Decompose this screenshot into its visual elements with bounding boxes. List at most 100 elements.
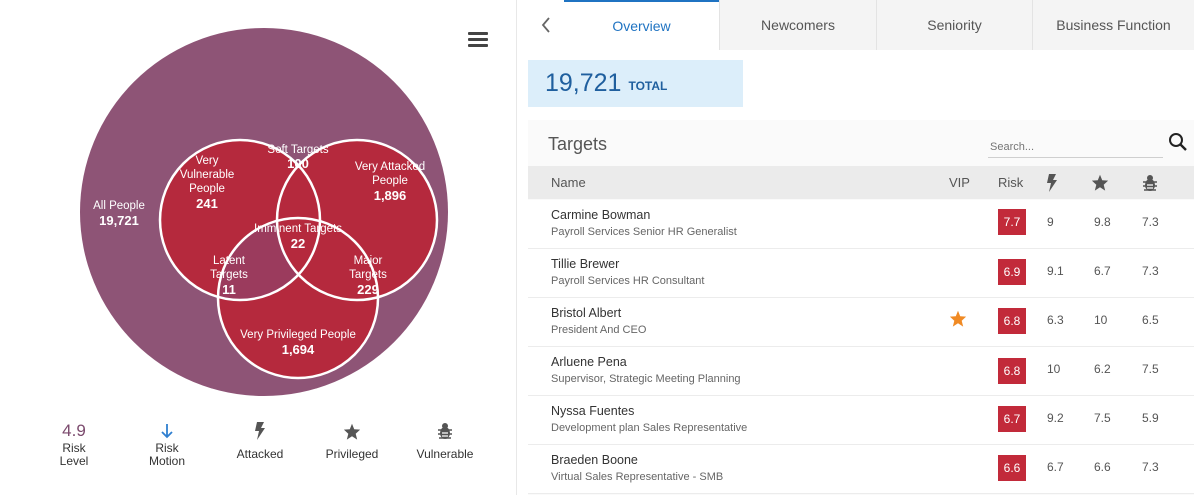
attacked-score: 9.1 [1047, 264, 1064, 278]
bug-icon [412, 420, 478, 442]
col-name[interactable]: Name [551, 175, 586, 190]
tab-business-function[interactable]: Business Function [1032, 0, 1194, 50]
venn-vp-value: 1,694 [282, 342, 315, 357]
venn-vp-label: Very Privileged People [240, 329, 356, 341]
venn-imminent-label: Imminent Targets [254, 223, 342, 235]
venn-vv-label-1: Very [195, 155, 218, 167]
attacked-score: 10 [1047, 362, 1061, 376]
legend-vulnerable[interactable]: Vulnerable [412, 420, 478, 461]
star-icon [321, 420, 383, 442]
privileged-score: 9.8 [1094, 215, 1111, 229]
risk-badge: 6.7 [998, 406, 1026, 432]
risk-badge: 6.9 [998, 259, 1026, 285]
vip-star-icon [949, 310, 967, 328]
privileged-label: Privileged [325, 447, 379, 461]
lightning-icon[interactable] [1046, 166, 1058, 199]
venn-soft-label: Soft Targets [267, 144, 328, 156]
arrow-down-icon [140, 420, 194, 442]
venn-soft-value: 100 [287, 156, 309, 171]
venn-diagram: All People 19,721 Very Vulnerable People… [80, 28, 448, 396]
star-icon[interactable] [1091, 166, 1109, 199]
venn-latent-value: 11 [222, 282, 236, 297]
person-name: Arluene Pena [551, 355, 627, 369]
targets-panel: Overview Newcomers Seniority Business Fu… [518, 0, 1194, 495]
person-title: Supervisor, Strategic Meeting Planning [551, 373, 741, 385]
person-name: Nyssa Fuentes [551, 404, 635, 418]
vulnerable-score: 6.5 [1142, 313, 1159, 327]
table-header: Name VIP Risk [528, 166, 1194, 199]
venn-major-label-1: Major [354, 255, 383, 267]
venn-latent-label-1: Latent [213, 255, 246, 267]
table-row[interactable]: Tillie Brewer Payroll Services HR Consul… [528, 249, 1194, 298]
risk-badge: 7.7 [998, 209, 1026, 235]
targets-table: Targets Name VIP Risk [528, 120, 1194, 495]
venn-vv-value: 241 [196, 196, 218, 211]
legend-attacked[interactable]: Attacked [230, 420, 290, 461]
person-name: Braeden Boone [551, 453, 638, 467]
tab-newcomers[interactable]: Newcomers [719, 0, 876, 50]
person-title: Virtual Sales Representative - SMB [551, 471, 724, 483]
privileged-score: 10 [1094, 313, 1108, 327]
col-vip[interactable]: VIP [949, 175, 970, 190]
venn-all-people-label: All People [93, 200, 145, 212]
person-title: Payroll Services HR Consultant [551, 275, 705, 287]
hamburger-menu-icon[interactable] [468, 32, 488, 50]
vulnerable-label: Vulnerable [416, 447, 474, 461]
tab-overview[interactable]: Overview [564, 0, 719, 50]
vulnerable-score: 5.9 [1142, 411, 1159, 425]
venn-va-label-1: Very Attacked [355, 161, 425, 173]
search-icon[interactable] [1168, 132, 1190, 154]
privileged-score: 6.2 [1094, 362, 1111, 376]
risk-badge: 6.6 [998, 455, 1026, 481]
person-name: Bristol Albert [551, 306, 622, 320]
legend: 4.9 Risk Level Risk Motion Attacked [0, 420, 517, 495]
chevron-left-icon[interactable] [528, 0, 564, 50]
attacked-score: 6.7 [1047, 460, 1064, 474]
privileged-score: 7.5 [1094, 411, 1111, 425]
risk-badge: 6.8 [998, 358, 1026, 384]
table-row[interactable]: Arluene Pena Supervisor, Strategic Meeti… [528, 347, 1194, 396]
table-row[interactable]: Braeden Boone Virtual Sales Representati… [528, 445, 1194, 494]
total-label: TOTAL [628, 79, 668, 93]
venn-va-value: 1,896 [374, 188, 407, 203]
total-value: 19,721 [545, 69, 622, 97]
total-summary: 19,721 TOTAL [528, 60, 743, 107]
risk-level-label-1: Risk [62, 441, 86, 455]
venn-major-label-2: Targets [349, 269, 387, 281]
venn-latent-label-2: Targets [210, 269, 248, 281]
table-row[interactable]: Carmine Bowman Payroll Services Senior H… [528, 200, 1194, 249]
risk-level-value: 4.9 [62, 421, 86, 440]
risk-motion-label-1: Risk [155, 441, 179, 455]
vulnerable-score: 7.3 [1142, 215, 1159, 229]
person-title: President And CEO [551, 324, 647, 336]
vulnerable-score: 7.3 [1142, 460, 1159, 474]
privileged-score: 6.6 [1094, 460, 1111, 474]
risk-motion-label-2: Motion [148, 454, 186, 468]
bug-icon[interactable] [1142, 166, 1158, 199]
vulnerable-score: 7.3 [1142, 264, 1159, 278]
risk-level-label-2: Level [59, 454, 89, 468]
table-row[interactable]: Bristol Albert President And CEO 6.8 6.3… [528, 298, 1194, 347]
person-name: Carmine Bowman [551, 208, 651, 222]
attacked-score: 9 [1047, 215, 1054, 229]
legend-risk-motion[interactable]: Risk Motion [140, 420, 194, 468]
legend-privileged[interactable]: Privileged [321, 420, 383, 461]
venn-vv-label-2: Vulnerable [180, 169, 235, 181]
person-name: Tillie Brewer [551, 257, 620, 271]
table-row[interactable]: Nyssa Fuentes Development plan Sales Rep… [528, 396, 1194, 445]
venn-panel: All People 19,721 Very Vulnerable People… [0, 0, 517, 495]
tab-bar: Overview Newcomers Seniority Business Fu… [528, 0, 1194, 50]
venn-imminent-value: 22 [291, 236, 305, 251]
venn-va-label-2: People [372, 175, 408, 187]
attacked-score: 6.3 [1047, 313, 1064, 327]
legend-risk-level[interactable]: 4.9 Risk Level [48, 420, 100, 468]
lightning-icon [230, 420, 290, 442]
risk-badge: 6.8 [998, 308, 1026, 334]
targets-title: Targets [548, 134, 608, 154]
tab-seniority[interactable]: Seniority [876, 0, 1032, 50]
col-risk[interactable]: Risk [998, 175, 1024, 190]
person-title: Development plan Sales Representative [551, 422, 748, 434]
search-input[interactable] [988, 136, 1163, 158]
person-title: Payroll Services Senior HR Generalist [551, 226, 737, 238]
